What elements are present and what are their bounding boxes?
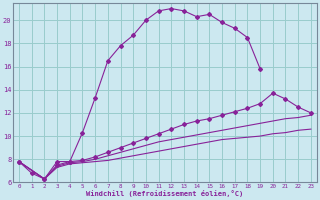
X-axis label: Windchill (Refroidissement éolien,°C): Windchill (Refroidissement éolien,°C) bbox=[86, 190, 244, 197]
